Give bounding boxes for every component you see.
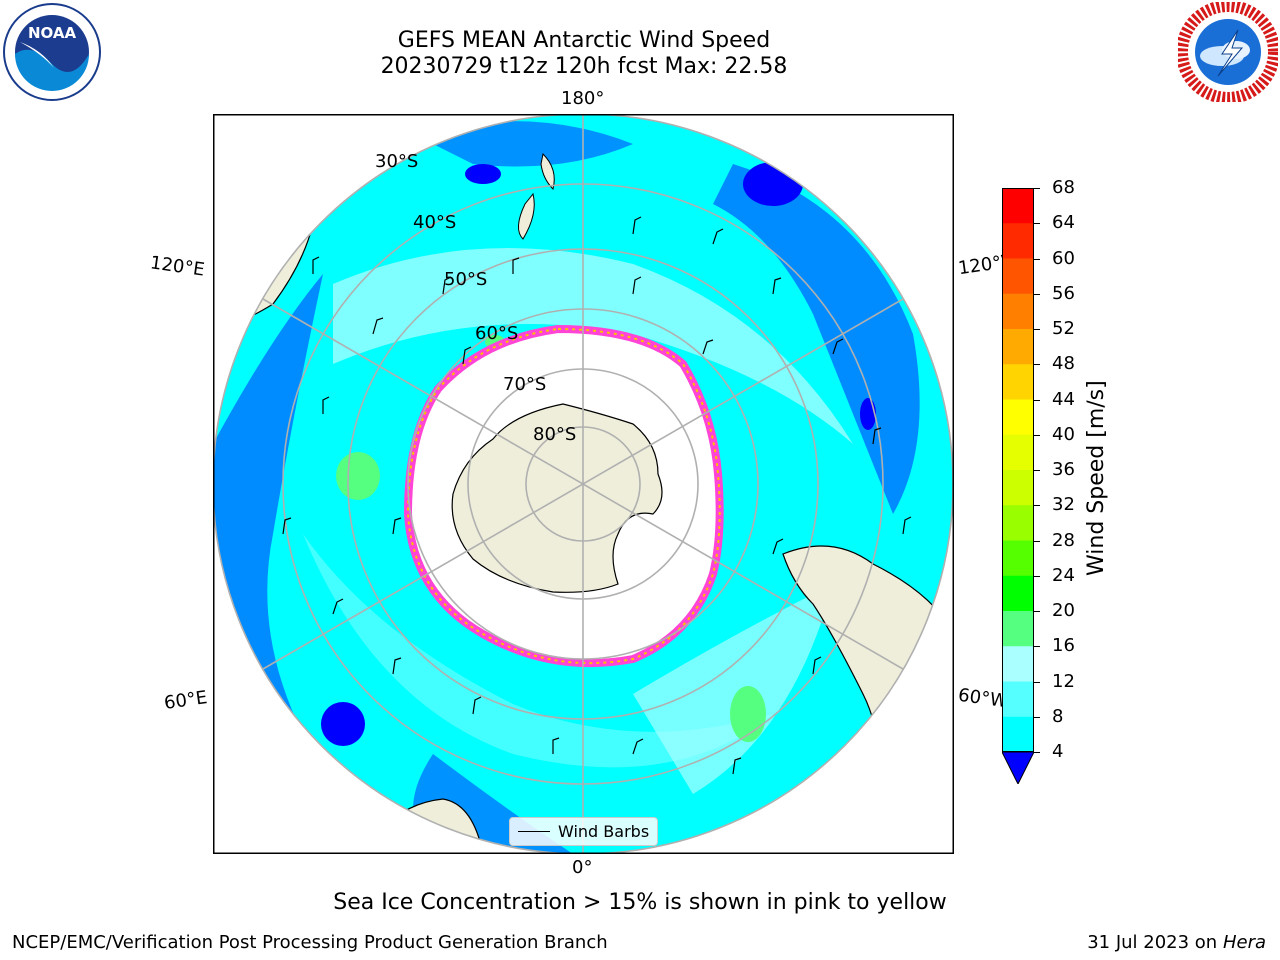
colorbar-segment: [1002, 329, 1034, 365]
colorbar-tick-label: 64: [1052, 212, 1075, 234]
colorbar-tick-label: 36: [1052, 459, 1075, 480]
colorbar-segment: [1002, 611, 1034, 647]
chart-title-line-2: 20230729 t12z 120h fcst Max: 22.58: [380, 54, 788, 79]
legend-label: Wind Barbs: [558, 822, 650, 841]
colorbar: [1001, 188, 1035, 786]
colorbar-segment: [1002, 716, 1034, 753]
colorbar-segment: [1002, 646, 1034, 682]
lon-label-bottom: 0°: [572, 857, 593, 878]
colorbar-tick-mark: [1034, 223, 1040, 225]
colorbar-tick-mark: [1034, 399, 1040, 401]
lon-label-top: 180°: [561, 88, 605, 109]
colorbar-tick-label: 28: [1052, 529, 1075, 551]
colorbar-extend-arrow: [1001, 751, 1035, 786]
colorbar-segment: [1002, 681, 1034, 718]
colorbar-tick-mark: [1034, 470, 1040, 471]
colorbar-tick-mark: [1034, 752, 1040, 753]
colorbar-tick-mark: [1034, 293, 1040, 295]
colorbar-segment: [1002, 540, 1034, 577]
colorbar-scale: [1001, 188, 1035, 786]
colorbar-segment: [1002, 399, 1034, 436]
colorbar-segment: [1002, 434, 1034, 471]
wind-barb-legend-line: [518, 831, 550, 832]
colorbar-tick-label: 44: [1052, 388, 1075, 410]
colorbar-segment: [1002, 470, 1034, 506]
wind-barbs: [282, 216, 912, 775]
lat-label-80s: 80°S: [533, 424, 577, 445]
colorbar-segment: [1002, 364, 1034, 400]
colorbar-segment: [1002, 293, 1034, 330]
colorbar-tick-mark: [1034, 505, 1040, 507]
colorbar-tick-mark: [1034, 364, 1040, 366]
colorbar-tick-label: 40: [1052, 423, 1075, 445]
colorbar-tick-label: 52: [1052, 318, 1075, 339]
colorbar-tick-label: 48: [1052, 353, 1075, 375]
map-panel: 30°S 40°S 50°S 60°S 70°S 80°S Wind Barbs: [212, 113, 954, 855]
colorbar-segment: [1002, 505, 1034, 541]
colorbar-tick-label: 68: [1052, 177, 1075, 198]
sea-ice-caption: Sea Ice Concentration > 15% is shown in …: [333, 890, 947, 915]
colorbar-tick-label: 16: [1052, 635, 1075, 657]
footer-date: 31 Jul 2023 on Hera: [1087, 932, 1266, 953]
colorbar-tick-mark: [1034, 188, 1040, 189]
colorbar-segment: [1002, 258, 1034, 295]
colorbar-tick-mark: [1034, 575, 1040, 577]
lat-label-70s: 70°S: [503, 374, 547, 395]
colorbar-ticks: 68 64 60 56 52 48 44 40 36 32 28 24 20 16 12 8 4: [1034, 177, 1080, 762]
colorbar-tick-label: 12: [1052, 670, 1075, 692]
colorbar-tick-mark: [1034, 434, 1040, 436]
colorbar-tick-mark: [1034, 716, 1040, 718]
nws-logo: [1176, 0, 1280, 104]
map-legend: Wind Barbs: [509, 817, 659, 846]
colorbar-tick-label: 8: [1052, 705, 1064, 727]
colorbar-tick-mark: [1034, 540, 1040, 542]
colorbar-frame: [1002, 188, 1034, 752]
polar-map: [212, 113, 954, 855]
lat-label-40s: 40°S: [413, 212, 457, 233]
colorbar-tick-label: 4: [1052, 741, 1064, 762]
colorbar-tick-label: 24: [1052, 564, 1075, 586]
colorbar-tick-mark: [1034, 329, 1040, 330]
colorbar-segment: [1002, 188, 1034, 224]
footer-credit: NCEP/EMC/Verification Post Processing Pr…: [12, 932, 608, 953]
colorbar-tick-mark: [1034, 258, 1040, 260]
colorbar-tick-label: 20: [1052, 600, 1075, 621]
colorbar-tick-label: 60: [1052, 247, 1075, 269]
colorbar-label: Wind Speed [m/s]: [1084, 380, 1109, 576]
colorbar-segment: [1002, 575, 1034, 612]
colorbar-tick-label: 56: [1052, 282, 1075, 304]
chart-title-line-1: GEFS MEAN Antarctic Wind Speed: [397, 28, 771, 53]
new-zealand-land: [518, 152, 555, 240]
noaa-logo: NOAA: [2, 2, 102, 102]
colorbar-tick-mark: [1034, 611, 1040, 612]
colorbar-tick-mark: [1034, 646, 1040, 648]
lon-label-lower-left: 60°E: [162, 687, 209, 714]
lat-label-50s: 50°S: [444, 269, 488, 290]
footer-date-text: 31 Jul 2023 on: [1087, 932, 1223, 953]
footer-machine: Hera: [1222, 932, 1266, 953]
colorbar-tick-label: 32: [1052, 494, 1075, 516]
colorbar-segment: [1002, 223, 1034, 259]
colorbar-tick-mark: [1034, 681, 1040, 683]
lat-label-60s: 60°S: [475, 323, 519, 344]
lon-label-upper-left: 120°E: [148, 252, 206, 281]
lat-label-30s: 30°S: [375, 151, 419, 172]
noaa-logo-text: NOAA: [28, 24, 77, 42]
